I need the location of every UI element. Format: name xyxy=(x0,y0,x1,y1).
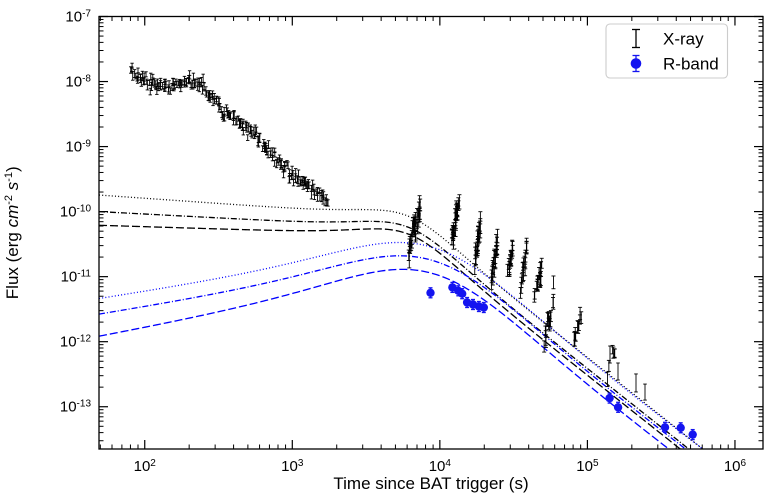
svg-text:X-ray: X-ray xyxy=(663,30,704,49)
svg-text:R-band: R-band xyxy=(663,55,719,74)
svg-text:Time since BAT trigger (s): Time since BAT trigger (s) xyxy=(333,474,528,493)
svg-text:Flux (erg cm-2 s-1): Flux (erg cm-2 s-1) xyxy=(3,166,22,299)
